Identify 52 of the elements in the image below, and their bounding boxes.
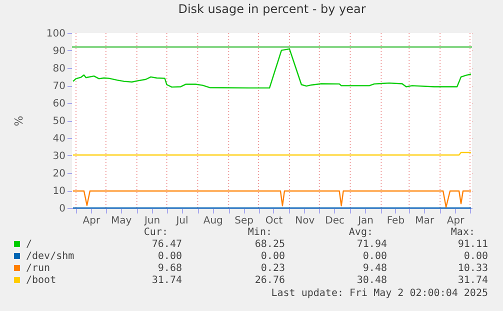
x-tick-label: May [111,216,132,226]
text: Min: [248,227,272,238]
x-tick-label: Apr [82,216,101,226]
x-tick-label: Mar [415,216,435,226]
text: 31.74 [458,275,488,286]
legend-label: /dev/shm [26,251,74,262]
y-tick-label: 40 [52,134,66,144]
x-tick-label: Feb [386,216,405,226]
x-tick-label: Nov [295,216,315,226]
y-tick-label: 100 [46,28,66,40]
y-tick-label: 50 [52,116,66,127]
y-tick-label: 60 [52,98,66,110]
text: 10.33 [458,263,488,274]
text: 71.94 [356,239,387,250]
y-tick-label: 10 [52,186,66,197]
text: 0.00 [464,251,488,262]
text: 30.48 [356,275,387,286]
y-tick-label: 80 [52,64,66,74]
legend-label: /boot [26,275,56,286]
line-series [72,48,472,89]
text: 26.76 [254,275,285,286]
text: 91.11 [458,239,488,250]
x-tick-label: Jan [357,216,374,226]
text: 9.68 [158,263,182,274]
x-tick-label: Oct [265,216,283,226]
x-tick-label: Jul [175,216,188,226]
x-tick-label: Sep [234,216,254,226]
y-tick-label: 70 [52,81,66,92]
text: 0.23 [260,263,285,274]
text: 31.74 [152,275,182,286]
text: 0.00 [260,251,285,262]
y-tick-label: 90 [52,46,66,57]
chart-title: Disk usage in percent - by year [178,2,366,16]
text: 9.48 [362,263,387,274]
legend-label: /run [26,263,50,274]
y-tick-label: 30 [52,151,66,162]
text: 0.00 [158,251,182,262]
x-tick-label: Dec [325,216,345,226]
x-tick-label: Aug [203,216,223,226]
y-tick-label: 20 [52,168,66,180]
x-tick-label: Apr [446,216,466,226]
text: Cur: [144,227,168,238]
legend-label: / [26,239,32,250]
y-tick-label: 0 [59,204,66,214]
text: 0.00 [362,251,387,262]
x-tick-label: Jun [143,216,160,226]
text: Avg: [348,227,373,238]
text: 68.25 [254,239,285,250]
text: 76.47 [152,239,182,250]
text: Max: [450,227,475,238]
text: Last update: Fri May 2 02:00:04 2025 [271,288,488,299]
y-axis-title: % [12,116,26,126]
